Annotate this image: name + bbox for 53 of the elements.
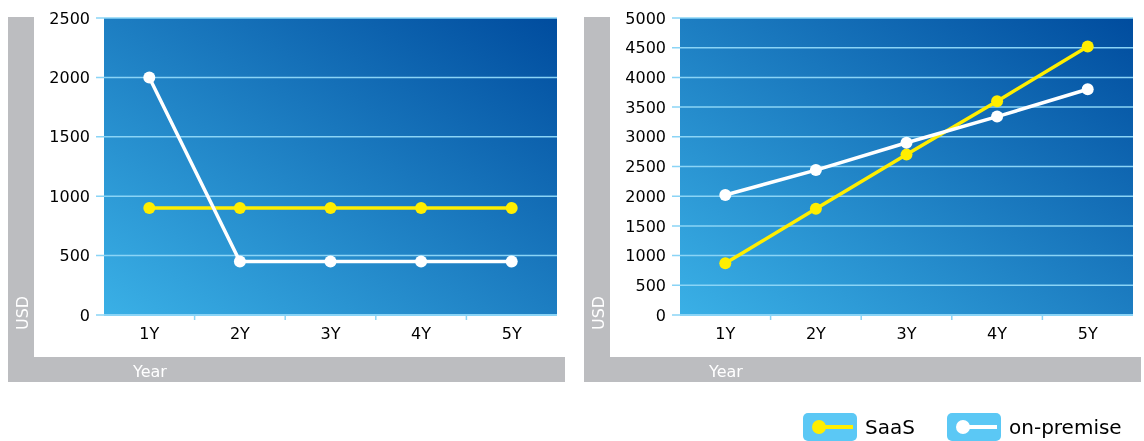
y-tick-label: 4000: [625, 68, 666, 87]
y-tick-label: 1000: [625, 246, 666, 266]
x-tick-label: 4Y: [987, 324, 1008, 343]
point: [505, 255, 518, 268]
x-tick-label: 4Y: [411, 324, 432, 343]
x-axis-title: Year: [708, 362, 744, 381]
x-tick-label: 1Y: [139, 324, 160, 343]
point: [415, 202, 428, 215]
x-tick-label: 5Y: [501, 324, 522, 343]
point: [809, 202, 822, 215]
legend-label: SaaS: [865, 415, 915, 439]
y-tick-label: 4500: [625, 38, 666, 58]
point: [143, 71, 156, 84]
legend-label: on-premise: [1009, 415, 1122, 439]
point: [233, 255, 246, 268]
y-axis-title: USD: [13, 295, 32, 330]
x-tick-label: 3Y: [320, 324, 341, 343]
y-tick-label: 2000: [49, 68, 90, 87]
y-tick-label: 0: [655, 305, 666, 325]
point: [900, 136, 913, 149]
x-axis-title: Year: [132, 362, 168, 381]
point: [505, 202, 518, 215]
point: [233, 202, 246, 215]
x-tick-label: 2Y: [229, 324, 251, 343]
y-tick-label: 5000: [625, 8, 666, 28]
point: [324, 255, 337, 268]
point: [1081, 83, 1094, 96]
y-tick-label: 500: [635, 275, 666, 295]
point: [415, 255, 428, 268]
y-tick-label: 1500: [625, 216, 666, 236]
y-tick-label: 1000: [49, 186, 90, 206]
point: [900, 148, 913, 161]
point: [991, 110, 1004, 123]
point: [991, 95, 1004, 108]
y-tick-label: 2000: [625, 186, 666, 206]
x-tick-label: 1Y: [715, 324, 736, 343]
point: [1081, 40, 1094, 53]
point: [719, 257, 732, 270]
x-tick-label: 3Y: [896, 324, 917, 343]
y-axis-title: USD: [589, 295, 608, 330]
y-tick-label: 1500: [49, 127, 90, 147]
y-tick-label: 2500: [625, 157, 666, 177]
point: [719, 189, 732, 202]
y-tick-label: 0: [79, 305, 90, 325]
point: [143, 202, 156, 215]
point: [324, 202, 337, 215]
point: [809, 164, 822, 177]
x-tick-label: 5Y: [1077, 324, 1098, 343]
y-tick-label: 3500: [625, 97, 666, 117]
y-tick-label: 500: [59, 246, 90, 266]
y-tick-label: 2500: [49, 8, 90, 28]
x-tick-label: 2Y: [805, 324, 827, 343]
y-tick-label: 3000: [625, 127, 666, 147]
